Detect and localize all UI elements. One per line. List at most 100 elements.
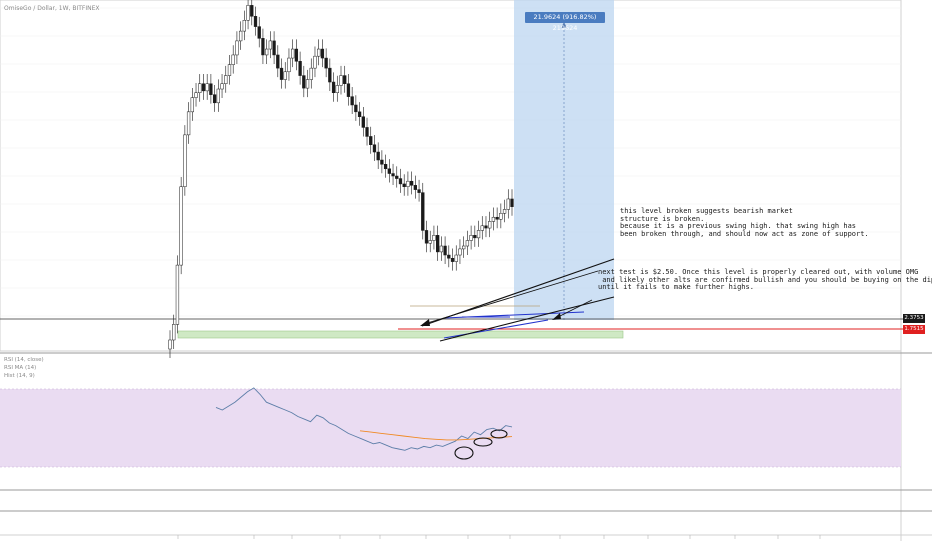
candle-body xyxy=(183,134,187,187)
candle-body xyxy=(473,235,477,239)
candle-body xyxy=(179,186,183,266)
candle-body xyxy=(391,173,395,177)
candle-body xyxy=(506,198,510,210)
candle-body xyxy=(450,258,455,262)
candle-body xyxy=(250,5,254,17)
candle-body xyxy=(376,151,380,161)
candle-body xyxy=(172,324,176,341)
candle-body xyxy=(480,225,484,231)
candle-body xyxy=(268,40,273,50)
candle-body xyxy=(235,40,239,56)
next-test-note: next test is $2.50. Once this level is p… xyxy=(598,268,932,292)
candle-body xyxy=(175,264,180,325)
candle-body xyxy=(279,67,284,80)
candle-body xyxy=(380,159,384,165)
measure-arrow-head xyxy=(561,22,567,28)
candle-body xyxy=(458,248,462,256)
candle-body xyxy=(476,230,481,239)
candle-body xyxy=(432,235,436,241)
candle-body xyxy=(227,64,232,76)
candle-body xyxy=(331,81,336,93)
candle-body xyxy=(317,48,321,57)
candle-body xyxy=(510,198,514,207)
candle-body xyxy=(276,54,280,69)
candle-body xyxy=(398,178,403,185)
candle-body xyxy=(320,48,325,59)
candle-body xyxy=(313,55,317,69)
candle-body xyxy=(309,67,313,80)
arrow-next-test-head xyxy=(552,313,561,320)
candle-body xyxy=(402,183,406,187)
candle-body xyxy=(447,254,451,259)
candles xyxy=(168,0,514,359)
rsi-line xyxy=(215,387,513,451)
candle-body xyxy=(417,189,421,193)
candle-body xyxy=(198,83,202,93)
candle-body xyxy=(335,85,339,93)
rsi-legend-line-3: Hist (14, 9) xyxy=(4,373,35,379)
candle-body xyxy=(465,240,470,247)
candle-body xyxy=(287,57,291,73)
candle-body xyxy=(361,116,365,128)
arrow-swing-high xyxy=(423,270,599,325)
support-price-tag: 1.7515 xyxy=(903,325,925,334)
candle-body xyxy=(428,240,432,244)
candle-body xyxy=(305,79,310,89)
candle-body xyxy=(242,20,246,32)
candle-body xyxy=(406,180,410,187)
arrow-swing-high-head xyxy=(420,319,430,326)
candle-body xyxy=(488,221,492,229)
candle-body xyxy=(194,92,198,98)
candle-body xyxy=(499,213,503,220)
candle-body xyxy=(272,40,276,56)
candle-body xyxy=(238,30,243,42)
symbol-title: OmiseGo / Dollar, 1W, BITFINEX xyxy=(4,5,100,12)
candle-body xyxy=(495,216,499,220)
candle-body xyxy=(328,67,332,83)
candle-body xyxy=(261,38,265,56)
candle-body xyxy=(205,83,209,92)
rsi-circle-2 xyxy=(473,437,493,447)
candle-body xyxy=(383,164,388,170)
candle-body xyxy=(462,245,466,250)
candle-body xyxy=(339,75,343,86)
candle-body xyxy=(201,83,206,92)
candle-body xyxy=(350,96,354,106)
candle-body xyxy=(283,71,287,80)
candle-body xyxy=(469,235,473,241)
candle-body xyxy=(372,144,377,153)
candle-body xyxy=(354,104,358,113)
candle-body xyxy=(436,235,440,253)
main-panel-border xyxy=(0,0,902,352)
candle-body xyxy=(265,48,269,56)
candle-body xyxy=(257,26,261,39)
rsi-legend-line-1: RSI (14, close) xyxy=(4,357,44,363)
candle-body xyxy=(439,245,444,253)
candle-body xyxy=(421,192,425,231)
candle-body xyxy=(324,57,328,69)
candle-body xyxy=(291,48,295,59)
rsi-legend-line-2: RSI MA (14) xyxy=(4,365,37,371)
trend-line-lower xyxy=(439,296,615,342)
swing-note: this level broken suggests bearish marke… xyxy=(620,207,869,238)
candle-body xyxy=(443,245,447,256)
candle-body xyxy=(224,75,228,84)
candle-body xyxy=(502,209,507,214)
candle-body xyxy=(424,230,429,244)
current-price-tag: 2.3753 xyxy=(903,314,925,323)
arrow-next-test xyxy=(555,299,593,319)
candle-body xyxy=(294,48,299,62)
channel-lower-line xyxy=(443,319,549,339)
candle-body xyxy=(346,83,351,97)
candle-body xyxy=(298,61,302,76)
candle-body xyxy=(369,136,373,146)
support-zone xyxy=(177,330,624,339)
measure-label: 21.9624 (916.82%) 219624 xyxy=(525,12,605,32)
candle-body xyxy=(454,254,458,262)
candle-body xyxy=(409,180,414,186)
candle-body xyxy=(220,83,224,90)
candle-body xyxy=(209,83,213,95)
candle-body xyxy=(253,16,258,27)
candle-body xyxy=(395,175,399,179)
